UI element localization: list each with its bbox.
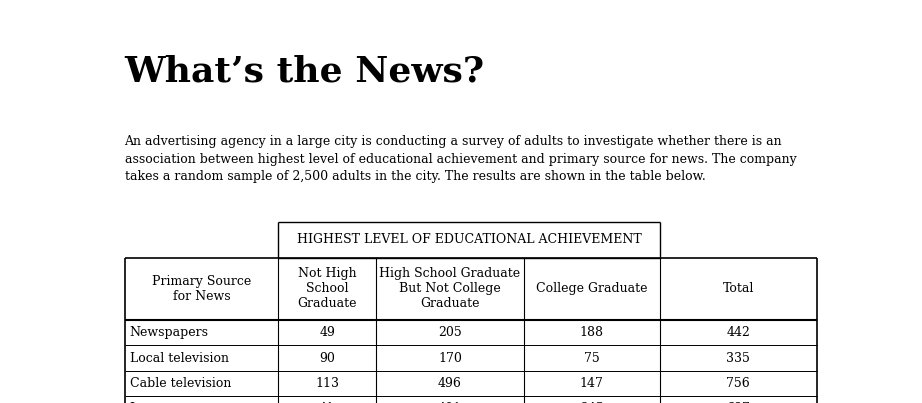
Text: Primary Source
for News: Primary Source for News — [152, 275, 251, 303]
Text: 49: 49 — [319, 326, 335, 339]
Text: 75: 75 — [584, 351, 599, 365]
Text: What’s the News?: What’s the News? — [124, 54, 485, 89]
Text: 188: 188 — [580, 326, 604, 339]
Text: Newspapers: Newspapers — [129, 326, 208, 339]
Text: Cable television: Cable television — [129, 377, 230, 390]
Text: HIGHEST LEVEL OF EDUCATIONAL ACHIEVEMENT: HIGHEST LEVEL OF EDUCATIONAL ACHIEVEMENT — [297, 233, 642, 247]
Text: 113: 113 — [315, 377, 339, 390]
Text: 147: 147 — [580, 377, 604, 390]
Text: 205: 205 — [438, 326, 462, 339]
Text: 496: 496 — [438, 377, 462, 390]
Text: 756: 756 — [727, 377, 751, 390]
Text: Total: Total — [723, 283, 754, 295]
Text: 442: 442 — [727, 326, 751, 339]
Text: Local television: Local television — [129, 351, 229, 365]
Text: Not High
School
Graduate: Not High School Graduate — [298, 267, 357, 310]
Text: College Graduate: College Graduate — [536, 283, 647, 295]
Text: 90: 90 — [319, 351, 335, 365]
Text: High School Graduate
But Not College
Graduate: High School Graduate But Not College Gra… — [380, 267, 521, 310]
Text: 335: 335 — [727, 351, 751, 365]
Text: An advertising agency in a large city is conducting a survey of adults to invest: An advertising agency in a large city is… — [124, 135, 797, 183]
Text: 170: 170 — [438, 351, 462, 365]
